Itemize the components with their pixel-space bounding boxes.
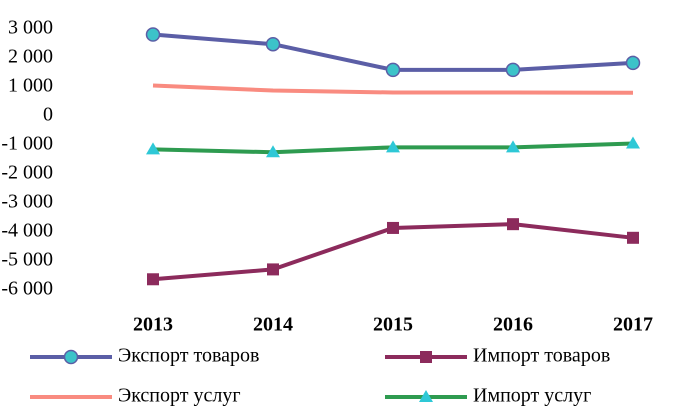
y-tick-label: -2 000	[1, 162, 53, 184]
legend-item: Импорт услуг	[385, 385, 591, 407]
legend-marker	[420, 351, 432, 363]
x-tick-label: 2014	[253, 314, 293, 336]
data-point	[625, 55, 641, 71]
legend-label: Импорт услуг	[473, 385, 591, 407]
data-point	[627, 231, 639, 244]
data-point	[385, 62, 401, 78]
x-tick-label: 2013	[133, 314, 173, 336]
legend-marker	[63, 349, 79, 365]
series-line	[152, 83, 634, 95]
y-tick-label: -5 000	[1, 249, 53, 271]
data-point	[266, 145, 280, 158]
legend-label: Импорт товаров	[473, 345, 610, 367]
data-point	[267, 263, 279, 276]
x-tick-label: 2017	[613, 314, 653, 336]
data-point	[146, 142, 160, 155]
data-point	[505, 62, 521, 78]
data-point	[386, 140, 400, 153]
legend-item: Экспорт товаров	[30, 345, 259, 367]
y-tick-label: -6 000	[1, 278, 53, 300]
data-point	[265, 36, 281, 52]
x-tick-label: 2015	[373, 314, 413, 336]
legend-marker	[419, 390, 433, 402]
data-point	[506, 140, 520, 153]
y-tick-label: 0	[43, 104, 53, 126]
data-point	[145, 27, 161, 42]
y-tick-label: -3 000	[1, 191, 53, 213]
data-point	[507, 218, 519, 231]
legend-item: Экспорт услуг	[30, 385, 241, 407]
x-tick-label: 2016	[493, 314, 533, 336]
data-point	[626, 136, 640, 149]
data-point	[387, 221, 399, 234]
y-tick-label: -4 000	[1, 220, 53, 242]
y-tick-label: 2 000	[8, 46, 53, 68]
legend-item: Импорт товаров	[385, 345, 610, 367]
y-tick-label: 1 000	[8, 75, 53, 97]
y-tick-label: 3 000	[8, 17, 53, 39]
legend-label: Экспорт услуг	[118, 385, 241, 407]
legend-label: Экспорт товаров	[118, 345, 259, 367]
y-tick-label: -1 000	[1, 133, 53, 155]
data-point	[147, 273, 159, 286]
